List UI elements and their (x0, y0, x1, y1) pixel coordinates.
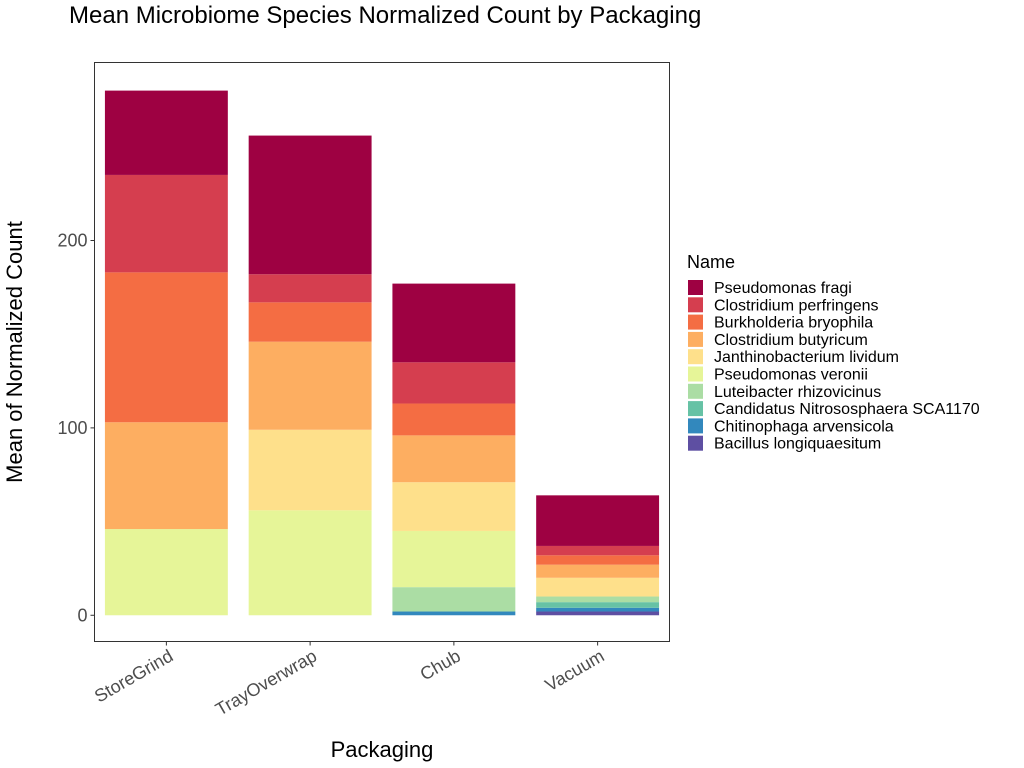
legend-swatch-burkholderia-bryophila (688, 314, 703, 330)
bar-trayoverwrap-burkholderia-bryophila (248, 302, 372, 342)
bar-chub-chitinophaga-arvensicola (392, 611, 516, 616)
legend-label-clostridium-perfringens: Clostridium perfringens (714, 297, 879, 314)
x-tick-label-vacuum: Vacuum (542, 646, 608, 696)
bar-vacuum-clostridium-butyricum (536, 564, 660, 578)
bar-storegrind-clostridium-perfringens (104, 174, 228, 273)
bar-storegrind-clostridium-butyricum (104, 422, 228, 530)
bar-chub-burkholderia-bryophila (392, 403, 516, 436)
bar-chub-luteibacter-rhizovicinus (392, 587, 516, 612)
legend-swatch-clostridium-butyricum (688, 331, 703, 347)
bar-chub-clostridium-perfringens (392, 362, 516, 404)
bar-storegrind-pseudomonas-fragi (104, 90, 228, 175)
bar-vacuum-pseudomonas-fragi (536, 495, 660, 546)
bar-trayoverwrap-pseudomonas-fragi (248, 135, 372, 275)
legend-label-clostridium-butyricum: Clostridium butyricum (714, 332, 868, 349)
bar-vacuum-bacillus-longiquaesitum (536, 611, 660, 616)
legend-label-pseudomonas-fragi: Pseudomonas fragi (714, 280, 852, 297)
legend-swatch-pseudomonas-fragi (688, 280, 703, 295)
legend-swatch-pseudomonas-veronii (688, 366, 703, 382)
bar-chub-pseudomonas-veronii (392, 530, 516, 588)
legend-swatch-candidatus-nitrososphaera-sca1170 (688, 401, 703, 417)
y-tick-label: 0 (77, 605, 87, 625)
y-tick-label: 200 (57, 231, 87, 251)
bar-vacuum-luteibacter-rhizovicinus (536, 596, 660, 603)
y-axis: 0 100 200 (57, 231, 95, 625)
x-axis-title: Packaging (331, 737, 434, 762)
bar-storegrind-burkholderia-bryophila (104, 272, 228, 423)
y-tick-label: 100 (57, 418, 87, 438)
legend-title: Name (687, 252, 735, 272)
legend-label-janthinobacterium-lividum: Janthinobacterium lividum (714, 349, 899, 366)
bar-trayoverwrap-clostridium-butyricum (248, 341, 372, 430)
legend-label-chitinophaga-arvensicola: Chitinophaga arvensicola (714, 418, 894, 435)
bar-chub-janthinobacterium-lividum (392, 482, 516, 531)
legend-swatch-luteibacter-rhizovicinus (688, 383, 703, 399)
bar-vacuum-janthinobacterium-lividum (536, 577, 660, 597)
legend-swatch-clostridium-perfringens (688, 297, 703, 313)
bar-trayoverwrap-pseudomonas-veronii (248, 510, 372, 616)
bar-trayoverwrap-clostridium-perfringens (248, 274, 372, 303)
legend-swatch-bacillus-longiquaesitum (688, 435, 703, 451)
legend-swatch-chitinophaga-arvensicola (688, 418, 703, 434)
x-tick-label-storegrind: StoreGrind (91, 646, 176, 707)
legend-label-luteibacter-rhizovicinus: Luteibacter rhizovicinus (714, 384, 881, 401)
bar-vacuum-clostridium-perfringens (536, 545, 660, 556)
bar-chub-clostridium-butyricum (392, 435, 516, 483)
chart-title: Mean Microbiome Species Normalized Count… (69, 2, 701, 29)
legend-label-burkholderia-bryophila: Burkholderia bryophila (714, 315, 873, 332)
bar-vacuum-burkholderia-bryophila (536, 555, 660, 565)
plot-panel-border (94, 62, 670, 642)
legend-label-bacillus-longiquaesitum: Bacillus longiquaesitum (714, 436, 881, 453)
bar-storegrind-pseudomonas-veronii (104, 529, 228, 616)
bar-vacuum-chitinophaga-arvensicola (536, 607, 660, 612)
x-tick-label-chub: Chub (417, 646, 464, 685)
y-axis-title: Mean of Normalized Count (2, 221, 27, 483)
x-tick-label-trayoverwrap: TrayOverwrap (212, 646, 320, 720)
bar-chub-pseudomonas-fragi (392, 283, 516, 363)
chart-marks (104, 90, 660, 616)
legend-label-candidatus-nitrososphaera-sca1170: Candidatus Nitrososphaera SCA1170 (714, 401, 980, 418)
bar-trayoverwrap-janthinobacterium-lividum (248, 429, 372, 511)
legend-label-pseudomonas-veronii: Pseudomonas veronii (714, 367, 868, 384)
legend-swatch-janthinobacterium-lividum (688, 349, 703, 365)
bar-vacuum-candidatus-nitrososphaera-sca1170 (536, 602, 660, 608)
x-axis: StoreGrind TrayOverwrap Chub Vacuum (91, 641, 608, 720)
